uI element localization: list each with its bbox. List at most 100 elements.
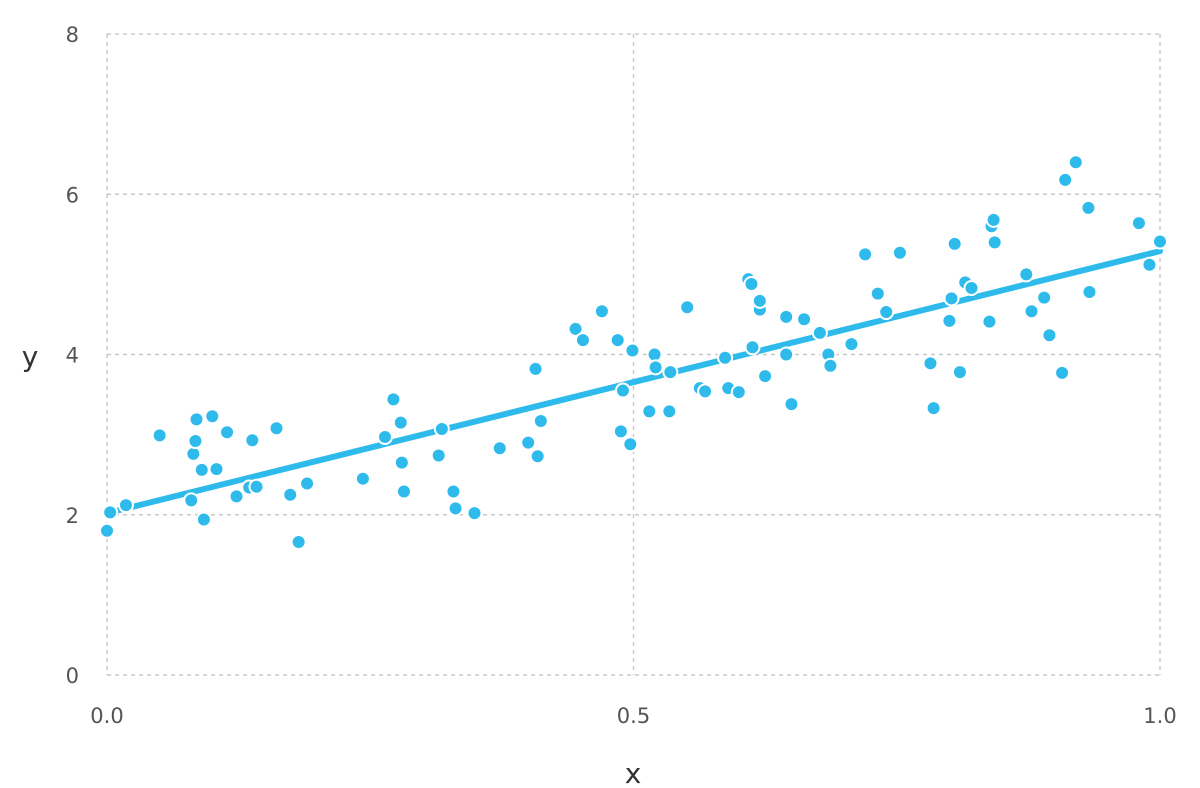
scatter-point [445,483,462,500]
scatter-point [1041,327,1058,344]
scatter-point [188,411,205,428]
scatter-point [891,244,908,261]
scatter-point [922,355,939,372]
scatter-point [1067,154,1084,171]
x-axis-label: x [625,757,642,788]
scatter-point [574,332,591,349]
scatter-point [1023,303,1040,320]
scatter-point [491,440,508,457]
scatter-point [609,332,626,349]
scatter-point [1141,256,1158,273]
scatter-point [248,478,265,495]
scatter-point [430,447,447,464]
scatter-point [783,396,800,413]
scatter-point [679,299,696,316]
scatter-point [857,246,874,263]
scatter-point [520,434,537,451]
scatter-point [204,408,221,425]
scatter-point [219,424,236,441]
scatter-point [796,311,813,328]
scatter-point [527,360,544,377]
x-tick-label: 0.0 [90,704,123,728]
scatter-point [743,275,760,292]
y-axis-label: y [22,340,39,373]
scatter-point [612,423,629,440]
scatter-point [925,400,942,417]
y-tick-label: 0 [66,664,79,688]
tick-labels: 0 2 4 6 8 0.0 0.5 1.0 [66,23,1177,728]
scatter-point [941,312,958,329]
scatter-point [778,346,795,363]
scatter-point [1057,171,1074,188]
scatter-point [567,320,584,337]
scatter-point [393,454,410,471]
scatter-points [99,154,1168,550]
scatter-point [647,359,664,376]
scatter-point [985,211,1002,228]
scatter-point [878,304,895,321]
scatter-point [1080,199,1097,216]
scatter-point [195,511,212,528]
scatter-point [529,448,546,465]
scatter-point [641,403,658,420]
scatter-point [951,364,968,381]
scatter-point [624,342,641,359]
scatter-point [244,432,261,449]
scatter-point [208,461,225,478]
scatter-point [822,357,839,374]
scatter-point [946,235,963,252]
scatter-point [981,313,998,330]
scatter-point [757,368,774,385]
scatter-point [187,433,204,450]
scatter-point [662,364,679,381]
scatter-point [963,279,980,296]
scatter-point [661,403,678,420]
scatter-point [1152,233,1168,250]
scatter-point [290,533,307,550]
scatter-point [1036,289,1053,306]
scatter-point [183,492,200,509]
scatter-point [392,414,409,431]
scatter-point [1018,266,1035,283]
scatter-point [193,461,210,478]
scatter-point [1081,284,1098,301]
x-tick-label: 0.5 [617,704,650,728]
scatter-point [1130,215,1147,232]
scatter-point [744,339,761,356]
y-tick-label: 8 [66,23,79,47]
scatter-point [268,420,285,437]
scatter-point [532,413,549,430]
regression-line-layer [104,248,1163,517]
scatter-point [102,504,119,521]
scatter-point [117,497,134,514]
y-tick-label: 2 [66,504,79,528]
scatter-point [622,436,639,453]
scatter-point [354,470,371,487]
regression-line [104,248,1163,517]
scatter-point [869,285,886,302]
scatter-point [282,486,299,503]
scatter-point [943,290,960,307]
scatter-point [730,384,747,401]
scatter-point [99,522,115,539]
scatter-point [751,292,768,309]
scatter-point [843,336,860,353]
scatter-point [447,500,464,517]
scatter-point [697,383,714,400]
scatter-point [299,475,316,492]
y-tick-label: 6 [66,183,79,207]
y-tick-label: 4 [66,344,79,368]
scatter-point [228,488,245,505]
scatter-point [466,505,483,522]
scatter-point [185,445,202,462]
x-tick-label: 1.0 [1143,704,1176,728]
scatter-point [395,483,412,500]
scatter-point [717,349,734,366]
scatter-point [433,421,450,438]
scatter-point [1054,364,1071,381]
scatter-point [614,382,631,399]
scatter-point [151,427,168,444]
scatter-point [593,303,610,320]
scatter-point [986,234,1003,251]
